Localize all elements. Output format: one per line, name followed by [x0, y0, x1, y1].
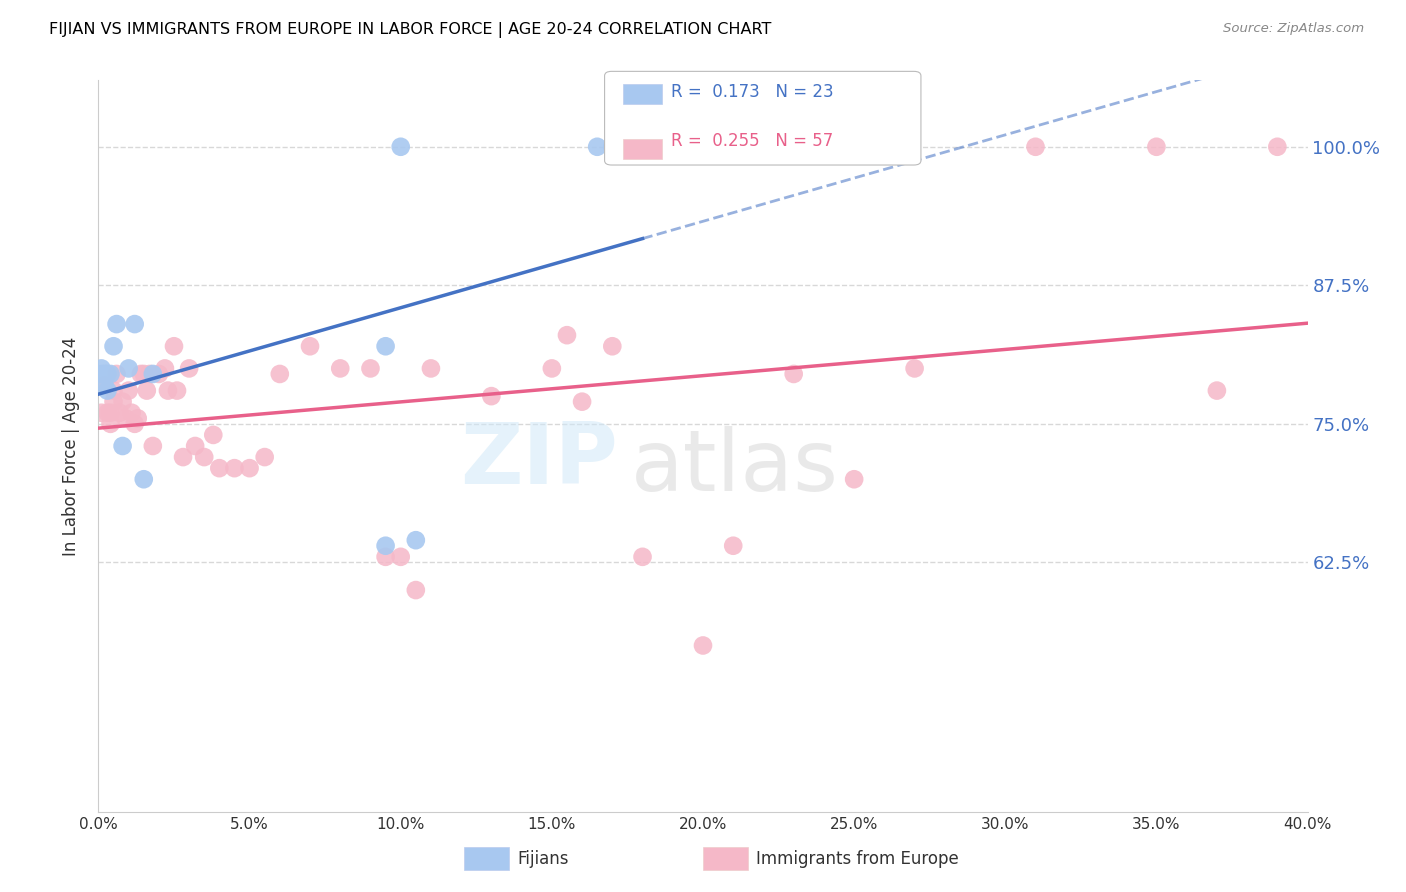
Point [420, 361, 443, 376]
Point [100, 417, 122, 431]
Point [124, 317, 146, 331]
Point [153, 361, 176, 376]
Point [100, 406, 122, 420]
Point [389, 549, 412, 564]
Text: Immigrants from Europe: Immigrants from Europe [756, 850, 959, 868]
Point [111, 394, 134, 409]
Point [124, 417, 146, 431]
Point [114, 411, 136, 425]
Point [253, 450, 276, 464]
Point [555, 328, 578, 343]
Point [723, 539, 745, 553]
Point [374, 549, 396, 564]
Point [132, 472, 155, 486]
Point [90, 367, 112, 381]
Point [602, 339, 624, 353]
Point [142, 367, 165, 381]
Text: ZIP: ZIP [461, 419, 619, 502]
Point [269, 367, 291, 381]
Text: FIJIAN VS IMMIGRANTS FROM EUROPE IN LABOR FORCE | AGE 20-24 CORRELATION CHART: FIJIAN VS IMMIGRANTS FROM EUROPE IN LABO… [49, 22, 772, 38]
Point [103, 384, 125, 398]
Point [783, 367, 806, 381]
Point [179, 361, 201, 376]
Point [586, 140, 609, 154]
Point [121, 406, 143, 420]
Point [299, 339, 322, 353]
Point [108, 406, 131, 420]
Point [127, 411, 149, 425]
Point [374, 539, 396, 553]
Point [1206, 384, 1229, 398]
Point [405, 533, 427, 548]
Point [166, 384, 188, 398]
Point [692, 639, 714, 653]
Point [103, 394, 125, 409]
Point [111, 439, 134, 453]
Point [239, 461, 262, 475]
Text: R =  0.255   N = 57: R = 0.255 N = 57 [671, 132, 832, 150]
Point [184, 439, 207, 453]
Point [142, 439, 165, 453]
Point [93, 367, 115, 381]
Point [904, 361, 927, 376]
Point [129, 367, 152, 381]
Point [163, 339, 186, 353]
Point [118, 361, 141, 376]
Point [202, 428, 225, 442]
Point [374, 339, 396, 353]
Point [1144, 140, 1167, 154]
Text: atlas: atlas [630, 426, 838, 509]
Point [844, 472, 866, 486]
Text: R =  0.173   N = 23: R = 0.173 N = 23 [671, 83, 834, 101]
Point [389, 140, 412, 154]
Point [481, 389, 503, 403]
Point [602, 140, 624, 154]
Point [96, 384, 118, 398]
Point [1267, 140, 1289, 154]
Text: Fijians: Fijians [517, 850, 569, 868]
Point [148, 367, 170, 381]
Point [90, 406, 112, 420]
Point [93, 378, 115, 392]
Point [118, 384, 141, 398]
Point [156, 384, 179, 398]
Point [103, 339, 125, 353]
Point [96, 367, 118, 381]
Point [224, 461, 246, 475]
Point [360, 361, 382, 376]
Point [132, 367, 155, 381]
Point [571, 394, 593, 409]
Point [135, 384, 157, 398]
Point [90, 361, 112, 376]
Point [93, 378, 115, 392]
Point [540, 361, 562, 376]
Point [139, 367, 162, 381]
Point [100, 367, 122, 381]
Point [193, 450, 215, 464]
Point [208, 461, 231, 475]
Point [172, 450, 194, 464]
Point [329, 361, 352, 376]
Point [96, 406, 118, 420]
Point [631, 549, 654, 564]
Point [405, 583, 427, 598]
Y-axis label: In Labor Force | Age 20-24: In Labor Force | Age 20-24 [62, 336, 80, 556]
Point [105, 317, 128, 331]
Point [105, 367, 128, 381]
Text: Source: ZipAtlas.com: Source: ZipAtlas.com [1223, 22, 1364, 36]
Point [1024, 140, 1046, 154]
